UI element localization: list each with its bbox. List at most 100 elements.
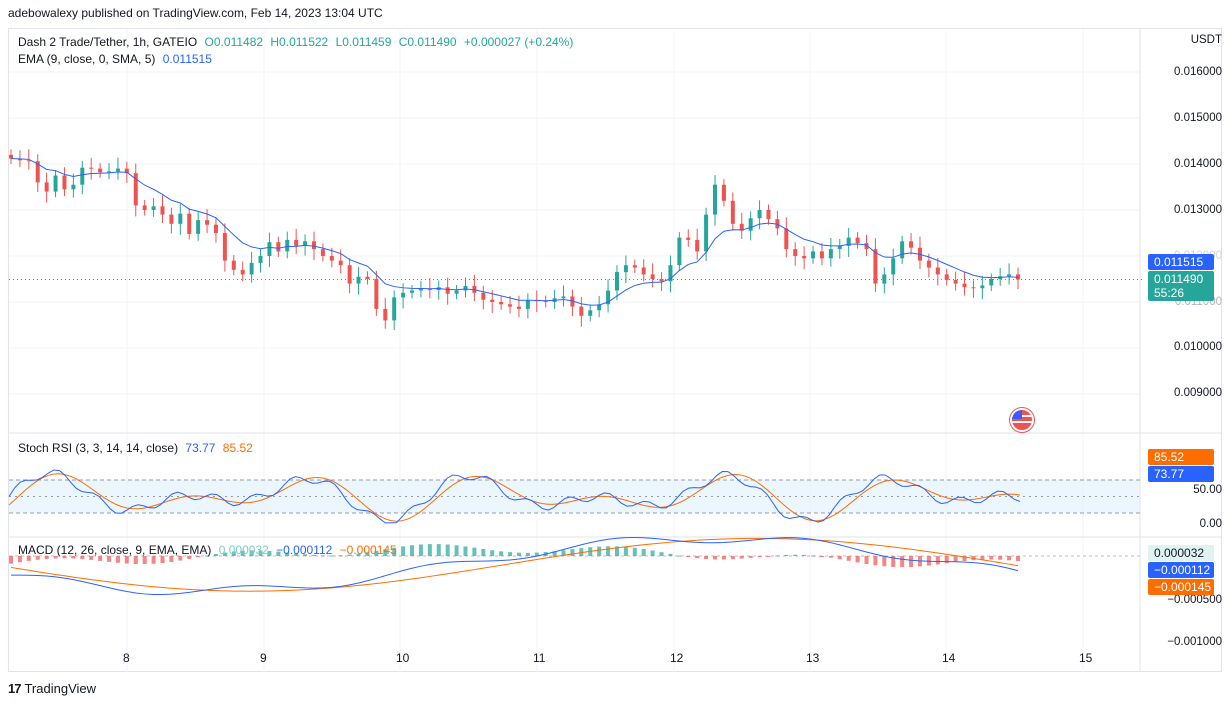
macd-histogram-bar — [35, 556, 40, 560]
macd-histogram-bar — [196, 556, 201, 558]
candle-body — [276, 242, 281, 252]
stoch-k-line — [8, 469, 1021, 524]
chart-frame[interactable] — [8, 28, 1222, 672]
symbol-label[interactable]: Dash 2 Trade/Tether, 1h, GATEIO — [18, 35, 198, 49]
candle-body — [9, 154, 13, 159]
macd-histogram-bar — [374, 550, 379, 556]
macd-histogram-bar — [721, 556, 726, 560]
candle-body — [793, 249, 798, 256]
ema-legend: EMA (9, close, 0, SMA, 5) 0.011515 — [18, 52, 216, 66]
tv-logo-icon: 17 — [8, 681, 22, 696]
footer-brand: TradingView — [24, 681, 97, 696]
price-tick: 0.009000 — [1174, 387, 1222, 399]
macd-tick: −0.000500 — [1167, 594, 1222, 606]
candle-body — [543, 301, 548, 303]
close-price-tag: 0.011490 55:26 — [1148, 271, 1214, 301]
macd-histogram-bar — [998, 556, 1003, 560]
candle-body — [383, 308, 388, 321]
candle-body — [873, 249, 878, 284]
candle-body — [588, 310, 593, 316]
candle-body — [721, 184, 726, 201]
macd-histogram-bar — [294, 553, 299, 556]
candle-body — [196, 220, 201, 234]
price-tick: 0.015000 — [1174, 112, 1222, 124]
candle-body — [739, 223, 744, 231]
candle-body — [695, 239, 700, 252]
stoch-label[interactable]: Stoch RSI (3, 3, 14, 14, close) — [18, 441, 179, 455]
change-value: +0.000027 (+0.24%) — [463, 35, 574, 49]
candle-body — [187, 213, 192, 234]
candle-body — [525, 300, 530, 309]
macd-histogram-bar — [677, 555, 682, 557]
price-tick: 0.010000 — [1174, 341, 1222, 353]
candle-body — [802, 256, 807, 259]
time-tick: 11 — [533, 651, 546, 665]
candle-body — [641, 267, 646, 275]
ema-label[interactable]: EMA (9, close, 0, SMA, 5) — [18, 52, 156, 66]
macd-histogram-bar — [570, 549, 575, 556]
macd-histogram-bar — [802, 554, 807, 556]
macd-histogram-bar — [267, 550, 272, 556]
macd-histogram-bar — [909, 556, 914, 567]
macd-histogram-bar — [953, 556, 958, 563]
macd-histogram-bar — [837, 556, 842, 560]
macd-histogram-bar — [534, 552, 539, 556]
us-flag-icon[interactable] — [1010, 408, 1034, 432]
macd-histogram-bar — [811, 555, 816, 557]
macd-histogram-bar — [427, 544, 432, 556]
main-legend: Dash 2 Trade/Tether, 1h, GATEIO O0.01148… — [18, 35, 577, 49]
candle-body — [623, 265, 628, 273]
macd-label[interactable]: MACD (12, 26, close, 9, EMA, EMA) — [18, 543, 212, 557]
macd-histogram-bar — [668, 553, 673, 556]
candle-body — [748, 218, 753, 231]
stoch-tick: 50.00 — [1193, 484, 1222, 496]
candle-body — [133, 173, 138, 206]
candle-body — [303, 241, 308, 246]
low-value: L0.011459 — [335, 35, 392, 49]
ema-value: 0.011515 — [162, 52, 212, 66]
macd-histogram-bar — [775, 555, 780, 557]
publisher-header: adebowalexy published on TradingView.com… — [8, 6, 383, 20]
candle-body — [855, 237, 860, 244]
candle-body — [35, 161, 40, 183]
candle-body — [481, 292, 486, 300]
macd-histogram-bar — [98, 556, 103, 561]
macd-histogram-bar — [873, 556, 878, 566]
candle-body — [347, 265, 352, 284]
macd-histogram-bar — [240, 550, 245, 556]
candle-body — [677, 237, 682, 266]
macd-histogram-bar — [1007, 556, 1012, 561]
candle-body — [169, 214, 174, 224]
candle-body — [864, 243, 869, 250]
macd-histogram-bar — [329, 555, 334, 557]
candle-body — [80, 167, 85, 185]
candle-body — [935, 267, 940, 275]
candle-body — [614, 272, 619, 291]
stoch-k-tag: 73.77 — [1148, 466, 1214, 482]
stoch-d-tag: 85.52 — [1148, 449, 1214, 465]
candle-body — [53, 175, 58, 192]
macd-histogram-bar — [891, 556, 896, 567]
candle-body — [89, 167, 94, 169]
candle-body — [392, 297, 397, 321]
candle-body — [418, 289, 423, 291]
candle-body — [713, 184, 718, 215]
candle-body — [828, 249, 833, 259]
stoch-legend: Stoch RSI (3, 3, 14, 14, close) 73.77 85… — [18, 441, 257, 455]
candle-body — [213, 224, 218, 233]
macd-histogram-bar — [285, 552, 290, 556]
macd-histogram-bar — [561, 550, 566, 556]
candle-body — [115, 168, 120, 172]
macd-histogram-bar — [338, 555, 343, 557]
tradingview-logo[interactable]: 17 TradingView — [8, 681, 96, 696]
macd-tick: −0.001000 — [1167, 636, 1222, 648]
stoch-tick: 0.00 — [1199, 518, 1222, 530]
macd-histogram-bar — [606, 546, 611, 556]
macd-histogram-bar — [614, 546, 619, 556]
macd-histogram-bar — [151, 556, 156, 564]
macd-histogram-bar — [80, 556, 85, 560]
candle-body — [953, 279, 958, 284]
macd-histogram-bar — [490, 550, 495, 556]
macd-histogram-bar — [962, 556, 967, 562]
